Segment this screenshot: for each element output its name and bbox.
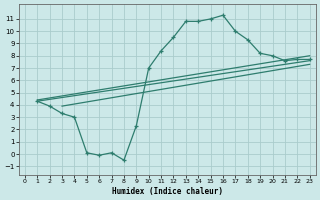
X-axis label: Humidex (Indice chaleur): Humidex (Indice chaleur) [112, 187, 223, 196]
